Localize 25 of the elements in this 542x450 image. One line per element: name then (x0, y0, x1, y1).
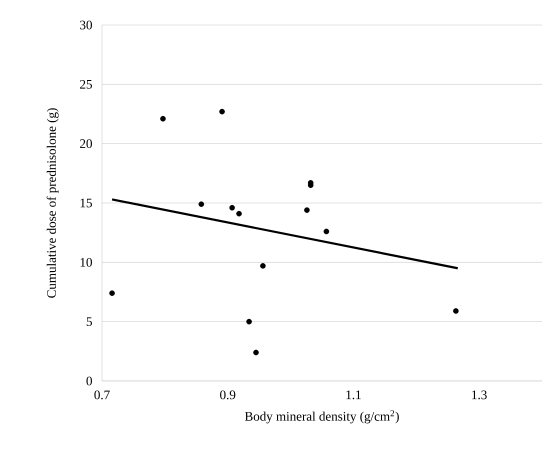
point (160, 116, 166, 122)
y-tick-label: 20 (80, 139, 92, 148)
y-tick-label: 10 (80, 258, 92, 267)
x-tick-label: 1.1 (346, 390, 361, 400)
y-tick-label: 30 (80, 20, 92, 30)
x-axis-title: Body mineral density (g/cm$^{2}$) (244, 410, 399, 424)
x-tick-label: 0.7 (94, 390, 110, 400)
y-tick-label: 5 (86, 317, 92, 326)
point (236, 210, 242, 216)
point (253, 350, 259, 356)
point (246, 318, 252, 324)
point (304, 207, 310, 213)
x-tick-label: 0.9 (220, 390, 236, 400)
y-tick-label: 25 (80, 80, 92, 89)
point (109, 290, 115, 296)
point (229, 204, 235, 211)
point (453, 308, 459, 314)
point (324, 228, 330, 234)
x-tick-label: 1.3 (472, 390, 487, 400)
y-tick-label: 0 (86, 376, 92, 386)
point (198, 201, 204, 207)
y-tick-label: 15 (80, 198, 92, 208)
point (260, 263, 266, 269)
y-axis-title: Cumulative dose of prednisolone (g) (46, 108, 59, 298)
point (219, 108, 225, 114)
